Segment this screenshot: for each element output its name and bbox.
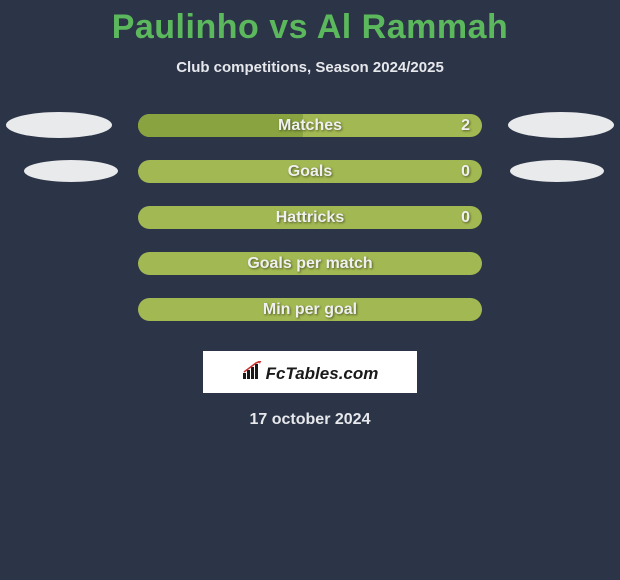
title-player2: Al Rammah [317,8,509,46]
stat-value: 0 [461,209,470,227]
logo-text: FcTables.com [266,364,379,384]
stat-label: Goals [288,163,332,181]
stat-label: Hattricks [276,209,344,227]
logo-box[interactable]: FcTables.com [203,351,417,393]
stat-bar: Hattricks 0 [138,206,482,229]
stat-value: 0 [461,163,470,181]
stat-label: Matches [278,117,342,135]
subtitle: Club competitions, Season 2024/2025 [176,59,444,76]
title-vs: vs [269,8,308,46]
stat-row-hattricks: Hattricks 0 [0,206,620,229]
stat-row-gpm: Goals per match [0,252,620,275]
stat-bar: Matches 2 [138,114,482,137]
date-text: 17 october 2024 [250,411,371,429]
stat-row-mpg: Min per goal [0,298,620,321]
stat-bar: Goals 0 [138,160,482,183]
stat-row-matches: Matches 2 [0,114,620,137]
ellipse-decor [508,112,614,138]
ellipse-decor [24,160,118,182]
stat-label: Goals per match [247,255,372,273]
content-root: Paulinho vs Al Rammah Club competitions,… [0,0,620,429]
page-title: Paulinho vs Al Rammah [112,8,509,47]
ellipse-decor [510,160,604,182]
stat-label: Min per goal [263,301,357,319]
title-player1: Paulinho [112,8,260,46]
ellipse-decor [6,112,112,138]
stats-rows: Matches 2 Goals 0 Hattricks 0 Goals per … [0,114,620,321]
logo-inner: FcTables.com [242,361,379,384]
fctables-logo-icon [242,361,264,379]
stat-value: 2 [461,117,470,135]
stat-bar: Min per goal [138,298,482,321]
stat-row-goals: Goals 0 [0,160,620,183]
stat-bar: Goals per match [138,252,482,275]
